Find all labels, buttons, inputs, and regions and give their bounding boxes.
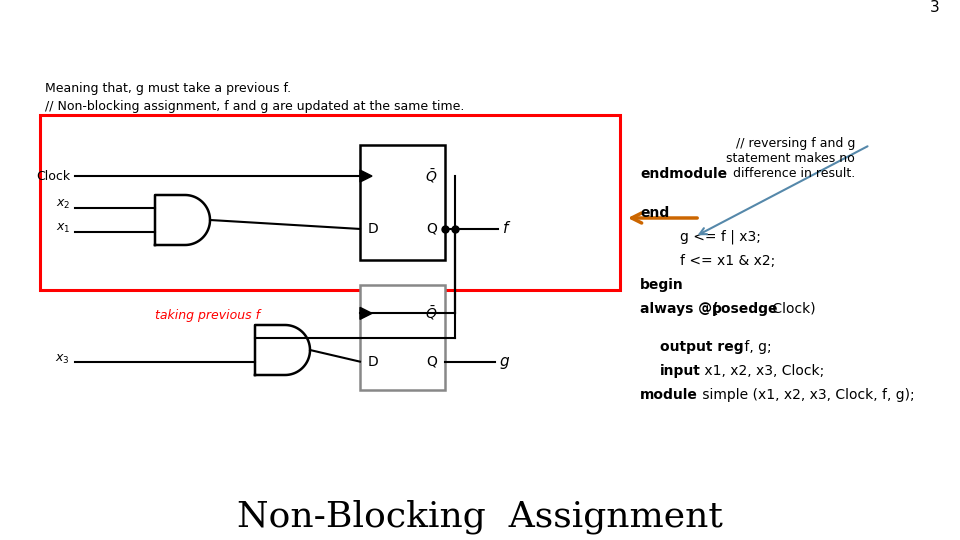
Text: Q: Q [426,355,437,369]
Text: f, g;: f, g; [740,340,772,354]
Text: simple (x1, x2, x3, Clock, f, g);: simple (x1, x2, x3, Clock, f, g); [698,388,915,402]
Text: posedge: posedge [712,302,779,315]
Text: module: module [640,388,698,402]
Text: always @(: always @( [640,302,718,315]
Text: D: D [368,222,379,236]
Text: // reversing f and g
statement makes no
difference in result.: // reversing f and g statement makes no … [727,137,855,180]
Text: g <= f | x3;: g <= f | x3; [680,230,761,244]
Bar [360,285,445,390]
Text: // Non-blocking assignment, f and g are updated at the same time.: // Non-blocking assignment, f and g are … [45,100,465,113]
Text: $\bar{Q}$: $\bar{Q}$ [424,305,437,322]
Text: f: f [503,221,509,237]
Text: end: end [640,206,669,220]
Text: Clock): Clock) [768,302,816,315]
Text: x1, x2, x3, Clock;: x1, x2, x3, Clock; [700,364,825,378]
Text: Q: Q [426,222,437,236]
Text: taking previous f: taking previous f [155,308,260,321]
Text: $x_1$: $x_1$ [56,222,70,235]
Text: D: D [368,355,379,369]
Text: input: input [660,364,701,378]
Text: g: g [500,354,510,369]
Text: output reg: output reg [660,340,744,354]
Polygon shape [360,307,372,319]
Text: $\bar{Q}$: $\bar{Q}$ [424,167,437,185]
Bar [360,145,445,260]
Text: Clock: Clock [36,170,70,183]
Polygon shape [255,325,310,375]
Bar [40,115,620,290]
Text: endmodule: endmodule [640,167,727,181]
Polygon shape [360,170,372,182]
Text: $x_3$: $x_3$ [56,353,70,366]
Text: begin: begin [640,278,684,292]
Text: 3: 3 [930,0,940,15]
Text: f <= x1 & x2;: f <= x1 & x2; [680,254,776,268]
Polygon shape [155,195,210,245]
Text: Meaning that, g must take a previous f.: Meaning that, g must take a previous f. [45,82,291,95]
Text: $x_2$: $x_2$ [56,198,70,211]
Text: Non-Blocking  Assignment: Non-Blocking Assignment [237,500,723,535]
